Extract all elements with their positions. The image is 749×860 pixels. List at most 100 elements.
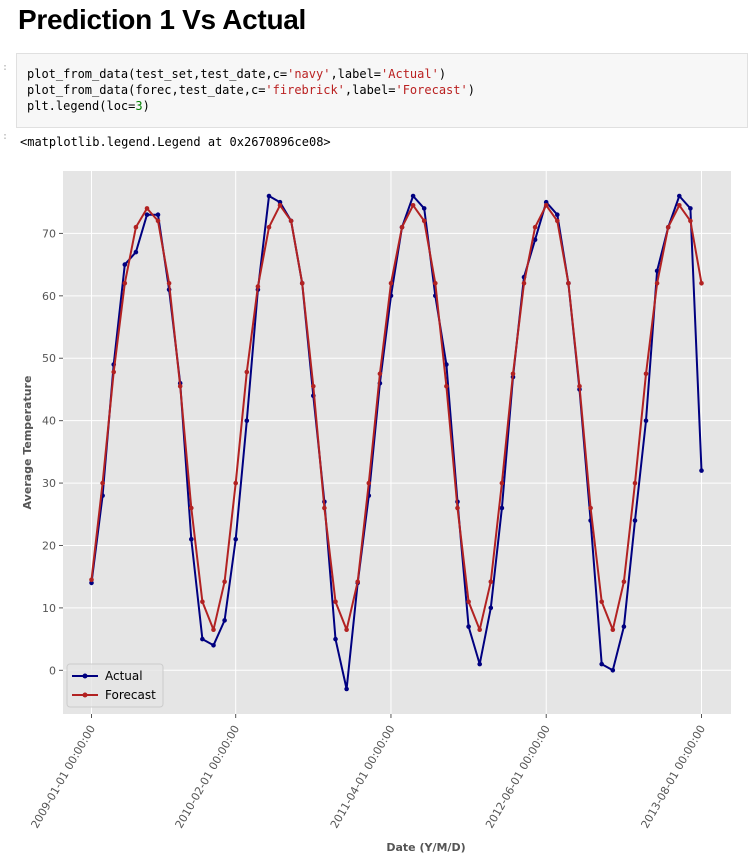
data-point bbox=[688, 206, 693, 211]
data-point bbox=[555, 218, 560, 224]
data-point bbox=[366, 480, 372, 486]
data-point bbox=[155, 212, 161, 217]
data-point bbox=[233, 480, 238, 486]
data-point bbox=[410, 193, 416, 199]
cell-output: <matplotlib.legend.Legend at 0x2670896ce… bbox=[20, 135, 331, 149]
data-point bbox=[244, 418, 250, 424]
y-axis-label: Average Temperature bbox=[21, 376, 34, 510]
data-point bbox=[299, 281, 305, 286]
data-point bbox=[144, 212, 150, 217]
data-point bbox=[654, 281, 660, 286]
data-point bbox=[333, 636, 338, 642]
data-point bbox=[632, 518, 638, 523]
data-point bbox=[244, 369, 250, 375]
data-point bbox=[200, 636, 205, 642]
y-tick-label: 10 bbox=[42, 602, 56, 615]
data-point bbox=[532, 224, 538, 230]
data-point bbox=[444, 362, 449, 367]
output-prompt: : bbox=[2, 131, 9, 142]
input-prompt: : bbox=[2, 62, 9, 73]
data-point bbox=[189, 505, 194, 511]
data-point bbox=[166, 281, 172, 286]
data-point bbox=[133, 249, 139, 255]
data-point bbox=[488, 579, 494, 584]
data-point bbox=[621, 624, 627, 629]
x-tick-label: 2010-02-01 00:00:00 bbox=[173, 723, 243, 831]
y-tick-label: 30 bbox=[42, 477, 56, 490]
data-point bbox=[643, 418, 649, 424]
data-point bbox=[122, 262, 128, 267]
data-point bbox=[499, 480, 505, 486]
data-point bbox=[89, 577, 94, 583]
data-point bbox=[543, 203, 549, 208]
data-point bbox=[222, 618, 227, 623]
data-point bbox=[610, 627, 616, 632]
x-tick-label: 2009-01-01 00:00:00 bbox=[28, 723, 98, 831]
data-point bbox=[410, 203, 416, 208]
data-point bbox=[377, 371, 383, 377]
legend-frame bbox=[66, 663, 164, 708]
data-point bbox=[532, 237, 538, 242]
y-tick-label: 60 bbox=[42, 290, 56, 303]
series-forecast bbox=[89, 203, 704, 632]
data-point bbox=[566, 281, 571, 286]
data-point bbox=[488, 605, 494, 611]
data-point bbox=[610, 668, 616, 673]
data-point bbox=[599, 661, 604, 667]
data-point bbox=[555, 212, 560, 217]
data-point bbox=[200, 599, 205, 604]
data-point bbox=[344, 627, 349, 632]
data-point bbox=[155, 218, 161, 224]
data-point bbox=[455, 505, 460, 511]
data-point bbox=[444, 384, 449, 389]
data-point bbox=[466, 624, 471, 629]
data-point bbox=[643, 371, 649, 377]
data-point bbox=[466, 599, 471, 604]
series-line bbox=[90, 195, 703, 690]
legend-label: Forecast bbox=[105, 688, 156, 702]
data-point bbox=[699, 281, 704, 286]
data-point bbox=[599, 599, 604, 604]
data-point bbox=[355, 579, 361, 584]
data-point bbox=[344, 686, 349, 692]
x-tick-label: 2013-08-01 00:00:00 bbox=[638, 723, 708, 831]
data-point bbox=[222, 579, 227, 584]
data-point bbox=[100, 480, 105, 486]
data-point bbox=[311, 384, 316, 389]
data-point bbox=[233, 536, 238, 542]
page-title: Prediction 1 Vs Actual bbox=[18, 4, 307, 35]
data-point bbox=[266, 224, 272, 230]
legend-label: Actual bbox=[105, 669, 143, 683]
data-point bbox=[322, 505, 327, 511]
code-cell[interactable]: plot_from_data(test_set,test_date,c='nav… bbox=[16, 53, 748, 128]
data-point bbox=[211, 627, 216, 632]
data-point bbox=[499, 505, 505, 511]
data-point bbox=[433, 281, 438, 286]
series-line bbox=[90, 204, 703, 631]
data-point bbox=[266, 193, 272, 199]
data-point bbox=[421, 218, 427, 224]
y-tick-label: 20 bbox=[42, 539, 56, 552]
x-tick-label: 2011-04-01 00:00:00 bbox=[328, 723, 398, 831]
data-point bbox=[677, 203, 682, 208]
data-point bbox=[388, 281, 394, 286]
x-axis-label: Date (Y/M/D) bbox=[386, 841, 465, 854]
data-point bbox=[477, 627, 483, 632]
legend-swatch-marker bbox=[82, 673, 88, 679]
code-line-1: plot_from_data(test_set,test_date,c='nav… bbox=[27, 67, 447, 81]
legend: Actual Forecast bbox=[66, 663, 164, 708]
data-point bbox=[421, 206, 427, 211]
data-point bbox=[621, 579, 627, 584]
data-point bbox=[189, 536, 194, 542]
data-point bbox=[477, 661, 483, 667]
code-block[interactable]: plot_from_data(test_set,test_date,c='nav… bbox=[27, 66, 475, 114]
data-point bbox=[333, 599, 338, 604]
y-tick-label: 70 bbox=[42, 227, 56, 240]
data-point bbox=[521, 281, 527, 286]
data-point bbox=[510, 371, 516, 377]
data-point bbox=[654, 268, 660, 274]
y-tick-label: 40 bbox=[42, 415, 56, 428]
data-point bbox=[288, 218, 294, 224]
code-line-2: plot_from_data(forec,test_date,c='firebr… bbox=[27, 83, 475, 97]
data-point bbox=[688, 218, 693, 224]
